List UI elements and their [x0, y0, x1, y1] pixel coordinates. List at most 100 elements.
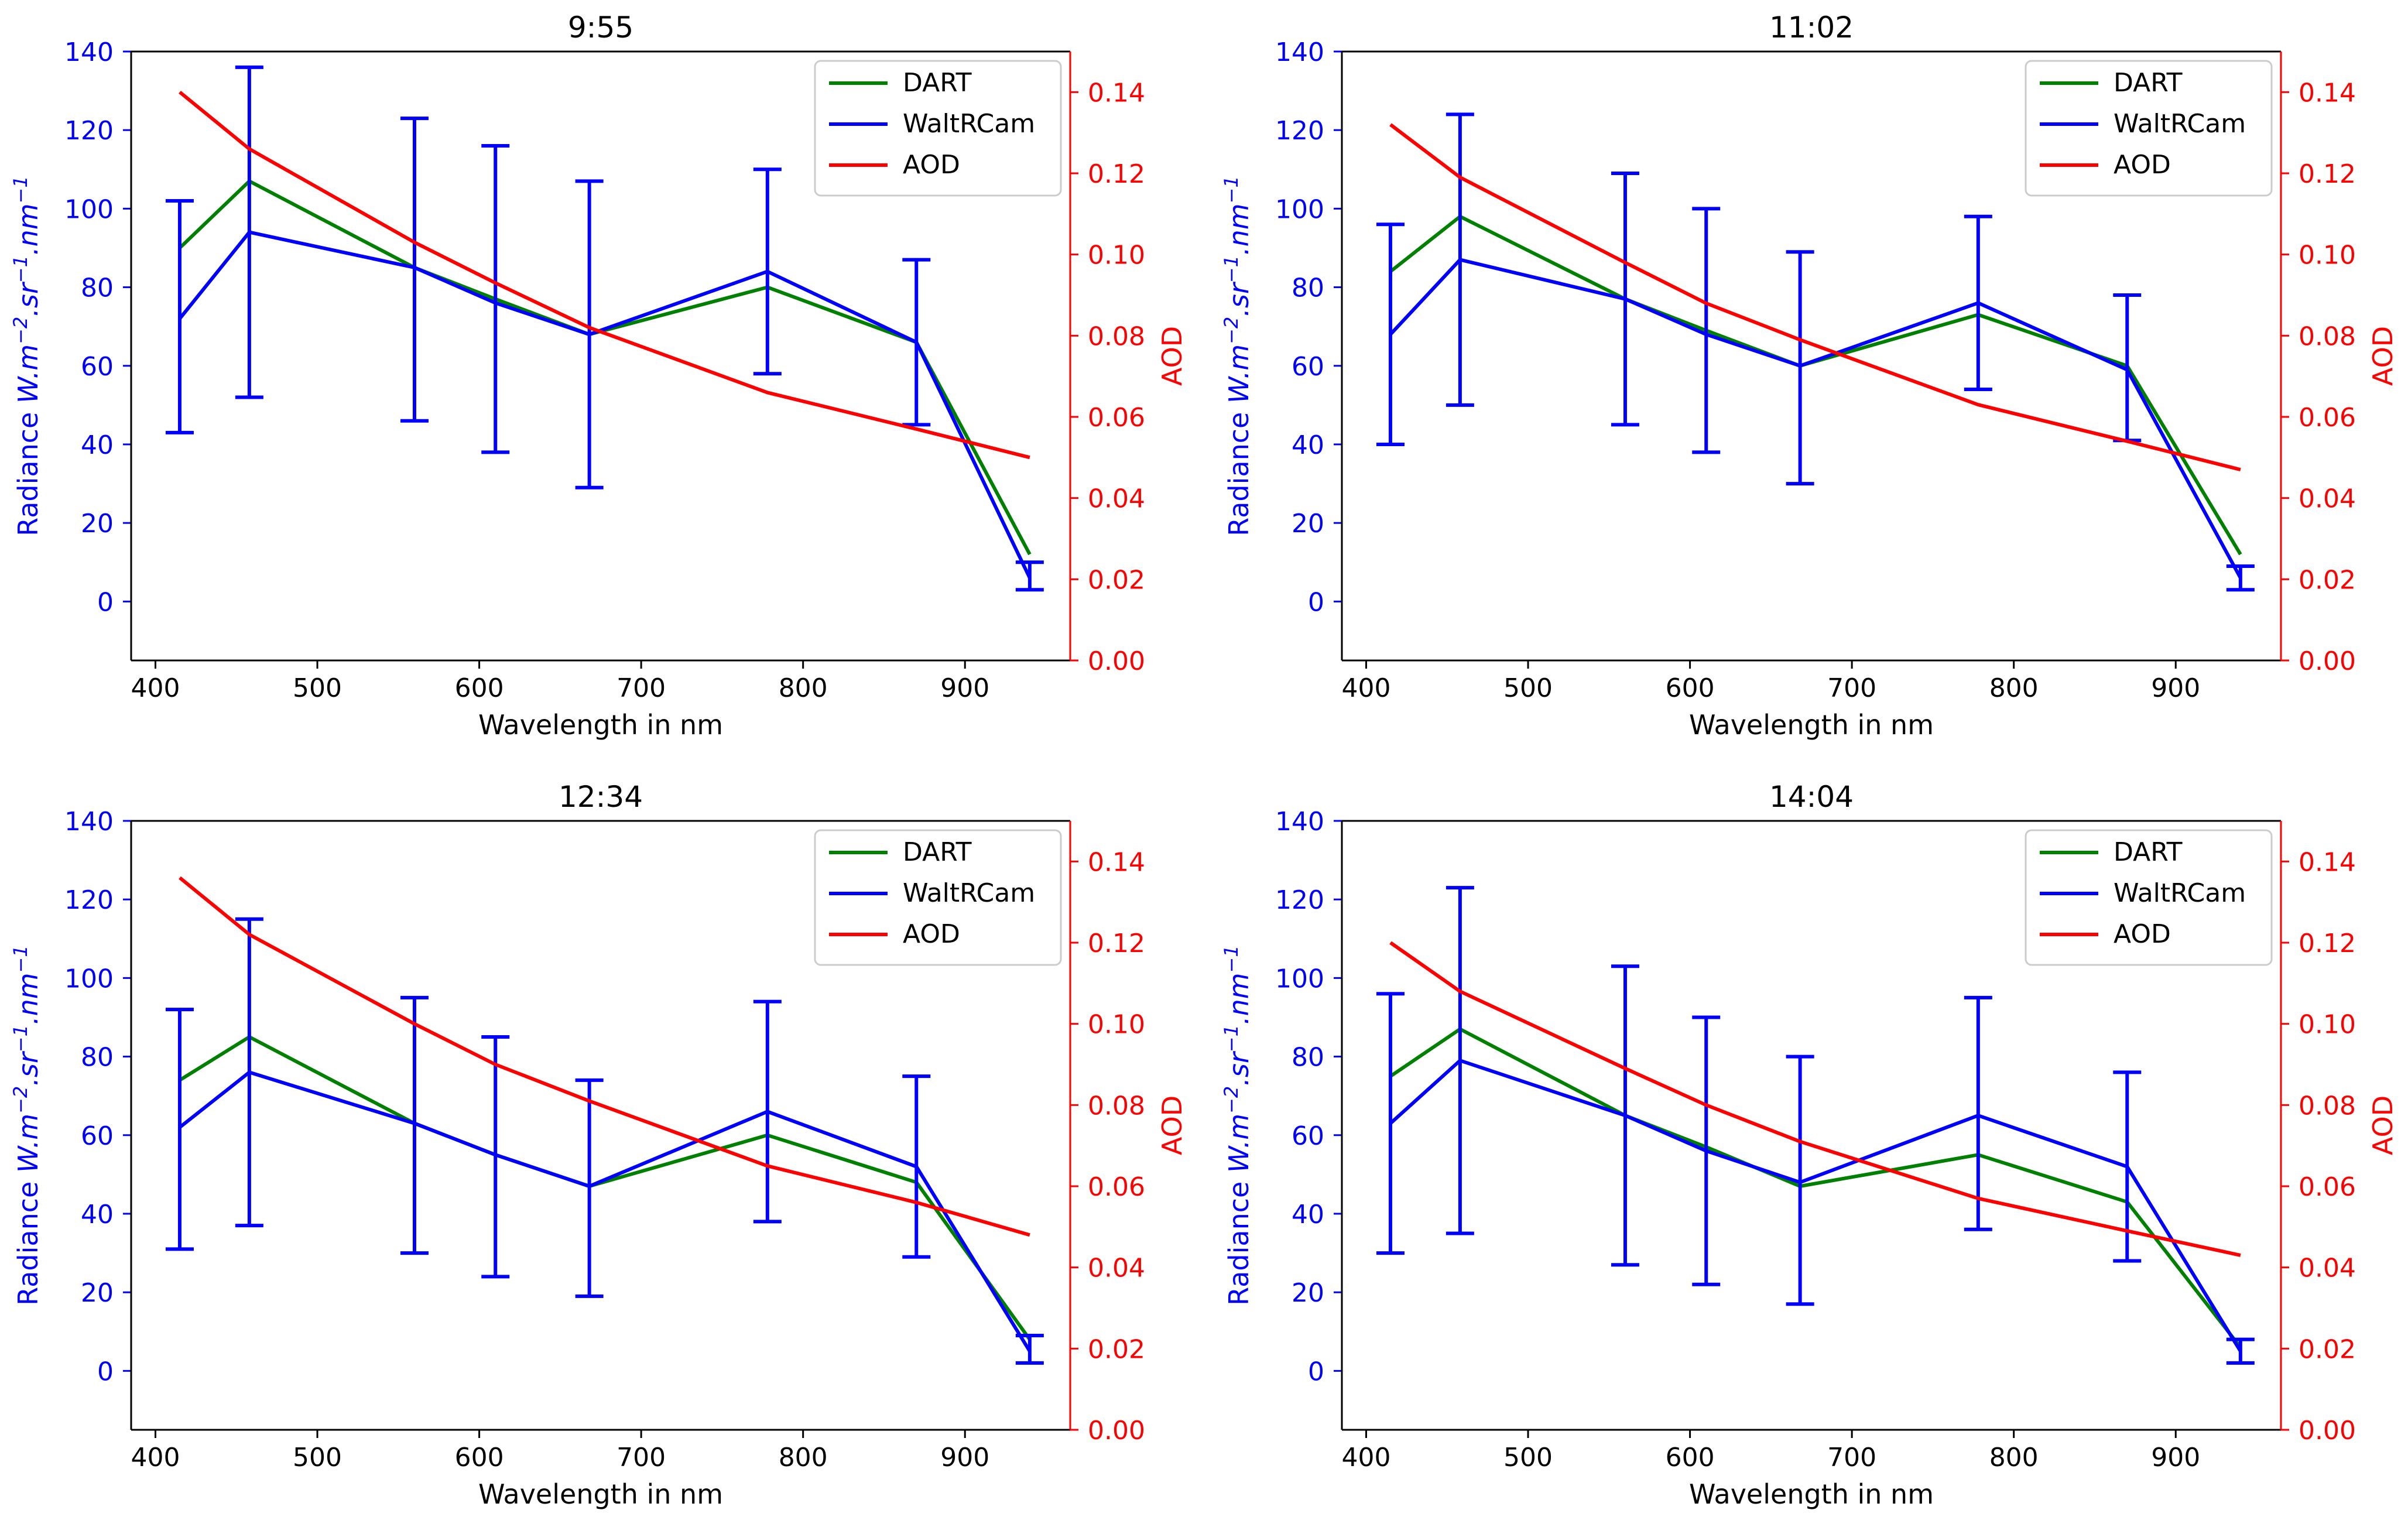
y-right-tick-label: 0.12 [2299, 159, 2356, 189]
y-right-tick-label: 0.08 [1088, 1091, 1145, 1121]
error-bar [481, 1035, 510, 1279]
label-exponent: −2 [9, 1086, 32, 1114]
y-left-tick-label: 120 [1275, 885, 1324, 915]
y-right-tick-label: 0.06 [1088, 403, 1145, 433]
x-axis-label: Wavelength in nm [478, 709, 723, 741]
x-tick-label: 400 [1341, 673, 1390, 703]
y-left-tick-label: 100 [64, 964, 114, 994]
x-tick-label: 500 [293, 673, 342, 703]
y-right-tick-label: 0.00 [1088, 646, 1145, 676]
y-right-tick-label: 0.12 [1088, 159, 1145, 189]
error-bar [481, 144, 510, 454]
label-unit: .sr [12, 1050, 44, 1086]
error-bar [575, 179, 604, 489]
legend-box [814, 829, 1062, 966]
series-line-dart [178, 179, 1032, 556]
error-bar [753, 999, 782, 1224]
error-bar [1446, 886, 1474, 1235]
y-right-tick-label: 0.14 [1088, 847, 1145, 877]
series-line-dart [1389, 1027, 2242, 1348]
label-text: Radiance [1223, 403, 1255, 536]
x-tick-label: 500 [1503, 673, 1553, 703]
x-tick-label: 700 [1827, 673, 1876, 703]
x-tick-label: 600 [455, 673, 504, 703]
label-exponent: −1 [1220, 945, 1242, 973]
chart-title: 9:55 [568, 11, 633, 44]
y-left-tick-label: 0 [97, 1357, 114, 1386]
x-tick-label: 700 [616, 673, 666, 703]
label-exponent: −1 [9, 176, 32, 203]
label-text: Radiance [12, 1173, 44, 1306]
x-tick-label: 800 [1989, 673, 2039, 703]
x-tick-label: 700 [616, 1443, 666, 1473]
y-left-tick-label: 140 [64, 37, 114, 67]
label-exponent: −1 [9, 945, 32, 973]
x-tick-label: 900 [2151, 673, 2200, 703]
x-tick-label: 400 [131, 1443, 180, 1473]
y-left-tick-label: 20 [1292, 509, 1324, 539]
error-bar [1611, 172, 1639, 427]
label-unit: W.m [1223, 344, 1255, 403]
y-left-tick-label: 40 [1292, 430, 1324, 460]
x-tick-label: 900 [2151, 1443, 2200, 1473]
y-right-tick-label: 0.14 [1088, 78, 1145, 108]
y-right-tick-label: 0.12 [1088, 929, 1145, 958]
error-bar [1376, 992, 1405, 1255]
x-tick-label: 800 [779, 673, 828, 703]
y-right-tick-label: 0.10 [1088, 1010, 1145, 1040]
legend-box [2025, 829, 2273, 966]
legend-box [2025, 60, 2273, 197]
legend-label-dart: DART [2114, 68, 2183, 98]
error-bar [400, 117, 429, 423]
y-left-tick-label: 120 [64, 885, 114, 915]
y-left-tick-label: 60 [81, 352, 114, 382]
y-right-tick-label: 0.00 [1088, 1416, 1145, 1446]
y-right-axis-label: AOD [1156, 1095, 1188, 1155]
y-right-tick-label: 0.14 [2299, 847, 2356, 877]
y-left-tick-label: 120 [64, 116, 114, 146]
error-bar [575, 1078, 604, 1298]
y-right-axis-label: AOD [2367, 1095, 2399, 1155]
x-tick-label: 600 [1666, 1443, 1715, 1473]
y-left-tick-label: 40 [81, 1200, 114, 1230]
error-bar [1692, 1015, 1721, 1286]
y-left-tick-label: 80 [1292, 273, 1324, 303]
x-tick-label: 600 [1666, 673, 1715, 703]
error-bar [235, 65, 263, 399]
series-line-aod [179, 876, 1030, 1237]
y-left-tick-label: 0 [1308, 1357, 1324, 1386]
series-line-dart [179, 1035, 1032, 1341]
error-bar [902, 258, 931, 427]
series-line-aod [1389, 941, 2241, 1257]
label-unit: .nm [12, 203, 44, 255]
error-bar [2226, 1337, 2255, 1365]
error-bar [1015, 1333, 1044, 1365]
x-tick-label: 500 [293, 1443, 342, 1473]
legend-label-aod: AOD [903, 150, 960, 180]
subplot-1: 9:55 400 500 600 700 800 900 Wavelength in nm 0 2… [9, 11, 1188, 741]
y-left-tick-label: 100 [1275, 964, 1324, 994]
label-unit: .nm [1223, 973, 1255, 1025]
error-bar [1786, 1054, 1814, 1306]
x-tick-label: 400 [131, 673, 180, 703]
y-right-axis-label: AOD [2367, 326, 2399, 386]
label-exponent: −2 [1220, 317, 1242, 344]
y-right-tick-label: 0.06 [1088, 1172, 1145, 1202]
label-unit: .sr [1223, 281, 1255, 317]
error-bar [1446, 112, 1474, 407]
series-line-dart [1389, 214, 2242, 556]
y-right-tick-label: 0.06 [2299, 403, 2356, 433]
label-unit: .nm [1223, 203, 1255, 255]
label-exponent: −1 [1220, 255, 1242, 283]
y-left-axis-label: Radiance W.m−2.sr−1.nm−1 [1220, 945, 1255, 1305]
legend-label-aod: AOD [903, 919, 960, 949]
y-left-axis-label: Radiance W.m−2.sr−1.nm−1 [1220, 176, 1255, 536]
label-unit: .nm [12, 973, 44, 1025]
label-text: Radiance [1223, 1173, 1255, 1306]
error-bar [1786, 250, 1814, 486]
legend-label-waltrcam: WaltRCam [903, 878, 1035, 908]
chart-title: 12:34 [559, 780, 643, 814]
error-bar [1611, 964, 1639, 1267]
label-exponent: −2 [9, 317, 32, 344]
